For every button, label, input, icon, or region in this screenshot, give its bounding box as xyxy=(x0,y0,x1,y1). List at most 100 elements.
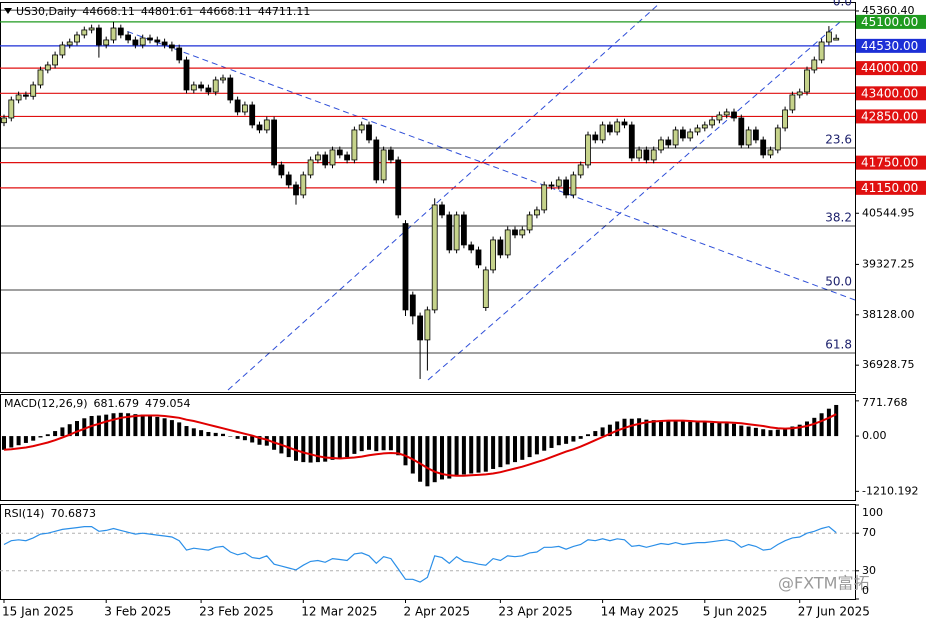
candle-body xyxy=(628,124,635,159)
candle-body xyxy=(74,34,80,43)
candle-body xyxy=(497,239,504,256)
macd-bar xyxy=(513,436,517,463)
level-label: 41150.00 xyxy=(861,181,918,195)
fib-label: 61.8 xyxy=(825,338,852,352)
macd-bar xyxy=(257,436,262,445)
macd-bar xyxy=(469,436,474,474)
candle-body xyxy=(782,109,788,129)
readout-value: 44801.61 xyxy=(141,5,194,18)
candle-body xyxy=(336,149,343,156)
readout-value: 479.054 xyxy=(145,397,191,410)
level-label: 44530.00 xyxy=(861,39,918,53)
candle-body xyxy=(519,229,526,236)
macd-bar xyxy=(607,424,612,437)
macd-bar xyxy=(454,436,459,476)
candle-body xyxy=(227,77,234,101)
candle-body xyxy=(132,39,139,46)
candle-body xyxy=(614,121,621,133)
candle-body xyxy=(183,59,190,91)
candle-body xyxy=(139,37,146,46)
candle-body xyxy=(307,159,314,176)
macd-bar xyxy=(440,436,444,480)
y-tick-label: 771.768 xyxy=(862,396,908,409)
candle-body xyxy=(96,27,102,46)
macd-bar xyxy=(213,432,218,437)
candle-body xyxy=(526,214,533,231)
candle-body xyxy=(680,129,686,139)
candle-body xyxy=(22,94,29,97)
candle-body xyxy=(387,149,394,161)
fib-label: 0.0 xyxy=(833,0,852,9)
y-tick-label: 36928.75 xyxy=(862,358,915,371)
falling-trend xyxy=(117,27,856,301)
macd-bar xyxy=(710,422,715,437)
macd-bar xyxy=(556,436,561,446)
x-tick-label: 23 Feb 2025 xyxy=(199,605,274,619)
y-tick-label: 0 xyxy=(862,584,869,597)
level-label: 44000.00 xyxy=(861,61,918,75)
x-tick-label: 3 Feb 2025 xyxy=(104,605,171,619)
candle-body xyxy=(672,129,679,146)
candle-body xyxy=(468,244,475,251)
candle-body xyxy=(271,119,278,166)
candle-body xyxy=(30,84,37,97)
macd-bar xyxy=(593,431,598,437)
candle-body xyxy=(125,34,131,41)
macd-bar xyxy=(571,436,576,442)
candle-body xyxy=(351,129,358,161)
candle-body xyxy=(293,184,299,196)
candle-body xyxy=(1,117,7,124)
macd-bar xyxy=(688,421,693,437)
candle-body xyxy=(818,41,825,61)
candle-body xyxy=(373,139,380,181)
y-tick-label: 100 xyxy=(862,506,883,519)
macd-bar xyxy=(111,413,116,437)
trend-lines xyxy=(117,2,856,391)
candle-body xyxy=(417,315,424,341)
macd-bar xyxy=(812,417,817,437)
macd-bar xyxy=(367,436,371,450)
macd-bar xyxy=(184,426,189,437)
title: MACD(12,26,9) xyxy=(4,397,88,410)
candle-body xyxy=(446,214,453,251)
candle-body xyxy=(701,124,708,129)
x-tick-label: 14 May 2025 xyxy=(601,605,679,619)
macd-bar xyxy=(38,436,43,438)
macd-bar xyxy=(250,436,255,443)
macd-bar xyxy=(746,426,751,437)
macd-bar xyxy=(82,418,87,437)
y-tick-label: 0.00 xyxy=(862,429,887,442)
candle-body xyxy=(147,37,153,41)
macd-bar xyxy=(53,431,58,437)
candle-body xyxy=(52,54,58,66)
candle-body xyxy=(534,209,540,216)
candle-body xyxy=(555,179,562,187)
candle-body xyxy=(541,184,548,211)
y-tick-label: 70 xyxy=(862,526,876,539)
panel-title: MACD(12,26,9) 681.679 479.054 xyxy=(4,397,191,410)
x-tick-label: 23 Apr 2025 xyxy=(498,605,572,619)
macd-bar xyxy=(666,421,671,437)
candle-body xyxy=(826,31,832,43)
candle-body xyxy=(804,69,810,93)
readout-value: 44668.11 xyxy=(199,5,252,18)
candle-body xyxy=(300,174,307,196)
macd-bar xyxy=(578,436,583,439)
candle-body xyxy=(278,164,285,176)
macd-bar xyxy=(206,431,211,437)
macd-bar xyxy=(315,436,320,463)
macd-bar xyxy=(2,436,6,450)
candle-body xyxy=(344,154,351,161)
macd-bar xyxy=(520,436,525,460)
candle-body xyxy=(249,104,256,126)
macd-bar xyxy=(432,436,437,483)
macd-bar xyxy=(673,421,678,437)
macd-bar xyxy=(403,436,408,466)
candle-body xyxy=(577,164,584,176)
level-label: 45100.00 xyxy=(861,15,918,29)
y-tick-label: 40544.95 xyxy=(862,206,915,219)
candle-body xyxy=(585,134,591,166)
candle-body xyxy=(753,129,759,141)
candle-body xyxy=(154,39,161,43)
